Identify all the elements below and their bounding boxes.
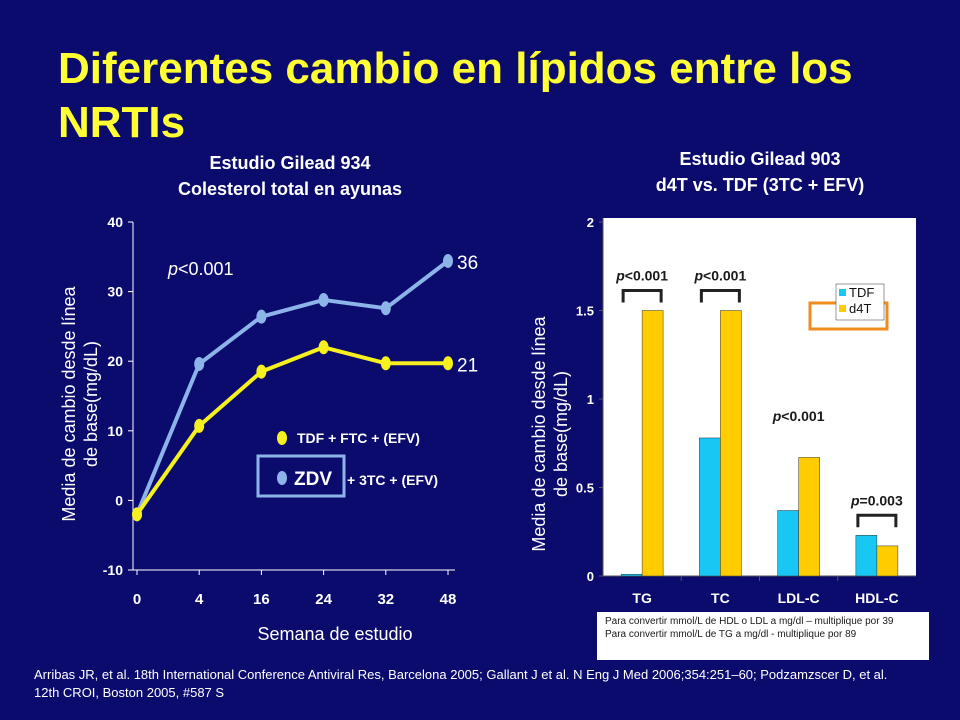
x-tick-label: TG: [632, 590, 652, 606]
significance-bracket: [621, 289, 663, 303]
y-tick-label: 20: [107, 353, 123, 369]
series-line: [135, 259, 450, 516]
x-tick-label: 32: [377, 591, 394, 608]
legend-label-tdf: TDF + FTC + (EFV): [297, 430, 420, 446]
x-tick-label: 24: [315, 591, 332, 608]
legend-label-tdf: TDF: [849, 285, 874, 300]
y-tick-label: 10: [107, 423, 123, 439]
y-tick-label: 0: [587, 569, 594, 584]
x-tick-label: 16: [253, 591, 270, 608]
bar-tdf-ldl-c: [777, 510, 799, 577]
p-value-label: p=0.003: [850, 492, 903, 508]
data-point: [256, 309, 267, 324]
data-point: [380, 301, 391, 316]
significance-bracket: [699, 289, 741, 303]
legend-label-d4t: d4T: [849, 301, 871, 316]
data-point: [256, 364, 267, 379]
x-tick-label: 4: [195, 591, 204, 608]
legend-marker-zdv: [277, 471, 287, 485]
y-tick-label: 0.5: [576, 481, 594, 496]
p-value-rest: <0.001: [703, 268, 746, 284]
left-chart-xlabel: Semana de estudio: [257, 624, 413, 644]
p-value-rest: <0.001: [178, 259, 234, 279]
x-tick-label: LDL-C: [778, 590, 820, 606]
data-point: [443, 253, 453, 268]
bar-d4t-tc: [720, 310, 742, 577]
data-point: [132, 507, 142, 522]
legend-highlight-box: [256, 454, 346, 498]
p-value-rest: <0.001: [625, 268, 668, 284]
bar-tdf-tc: [699, 437, 721, 577]
y-tick-label: 1.5: [576, 304, 594, 319]
series-line: [135, 345, 448, 516]
y-tick-label: -10: [103, 562, 123, 578]
p-value-rest: <0.001: [781, 408, 824, 424]
legend-swatch-d4t: [839, 305, 846, 312]
conversion-notes: Para convertir mmol/L de HDL o LDL a mg/…: [597, 612, 929, 660]
x-tick-label: TC: [711, 590, 730, 606]
end-value-label: 21: [457, 355, 478, 376]
data-point: [194, 418, 205, 433]
p-value-rest: =0.003: [860, 492, 903, 508]
y-tick-label: 2: [587, 215, 594, 230]
legend-label-zdv-rest: + 3TC + (EFV): [347, 472, 438, 488]
p-value-italic: p: [693, 268, 703, 284]
data-point: [443, 356, 453, 371]
x-tick-label: 0: [133, 591, 141, 608]
bar-tdf-hdl-c: [855, 535, 878, 577]
data-point: [318, 292, 329, 307]
p-value-label: p<0.001: [615, 268, 668, 284]
legend-swatch-tdf: [839, 289, 846, 296]
p-value-label: p<0.001: [167, 259, 234, 279]
left-chart-title: Estudio Gilead 934 Colesterol total en a…: [177, 153, 403, 199]
y-tick-label: 1: [587, 392, 594, 407]
bar-d4t-tg: [641, 310, 664, 577]
x-tick-label: 48: [440, 591, 457, 608]
x-tick-label: HDL-C: [855, 590, 899, 606]
p-value-italic: p: [167, 259, 178, 279]
p-value-label: p<0.001: [693, 268, 746, 284]
p-value-italic: p: [615, 268, 625, 284]
conversion-note-tg: Para convertir mmol/L de TG a mg/dl - mu…: [605, 629, 857, 640]
slide-title: Diferentes cambio en lípidos entre los N…: [58, 44, 853, 147]
significance-bracket: [856, 513, 898, 528]
right-chart-title: Estudio Gilead 903 d4T vs. TDF (3TC + EF…: [655, 149, 865, 195]
legend-label-zdv-main: ZDV: [294, 469, 332, 490]
p-value-italic: p: [850, 492, 860, 508]
y-tick-label: 40: [107, 214, 123, 230]
data-point: [380, 356, 391, 371]
conversion-note-hdl-ldl: Para convertir mmol/L de HDL o LDL a mg/…: [605, 616, 894, 627]
bar-d4t-hdl-c: [876, 545, 899, 577]
end-value-label: 36: [457, 253, 478, 274]
references: Arribas JR, et al. 18th International Co…: [34, 667, 888, 700]
legend-marker-tdf: [277, 431, 287, 445]
data-point: [318, 340, 329, 355]
y-tick-label: 0: [115, 492, 123, 508]
data-point: [194, 356, 205, 371]
p-value-label: p<0.001: [772, 408, 825, 424]
y-tick-label: 30: [107, 284, 123, 300]
bar-tdf-tg: [620, 573, 643, 577]
bar-d4t-ldl-c: [798, 457, 820, 577]
p-value-italic: p: [772, 408, 782, 424]
